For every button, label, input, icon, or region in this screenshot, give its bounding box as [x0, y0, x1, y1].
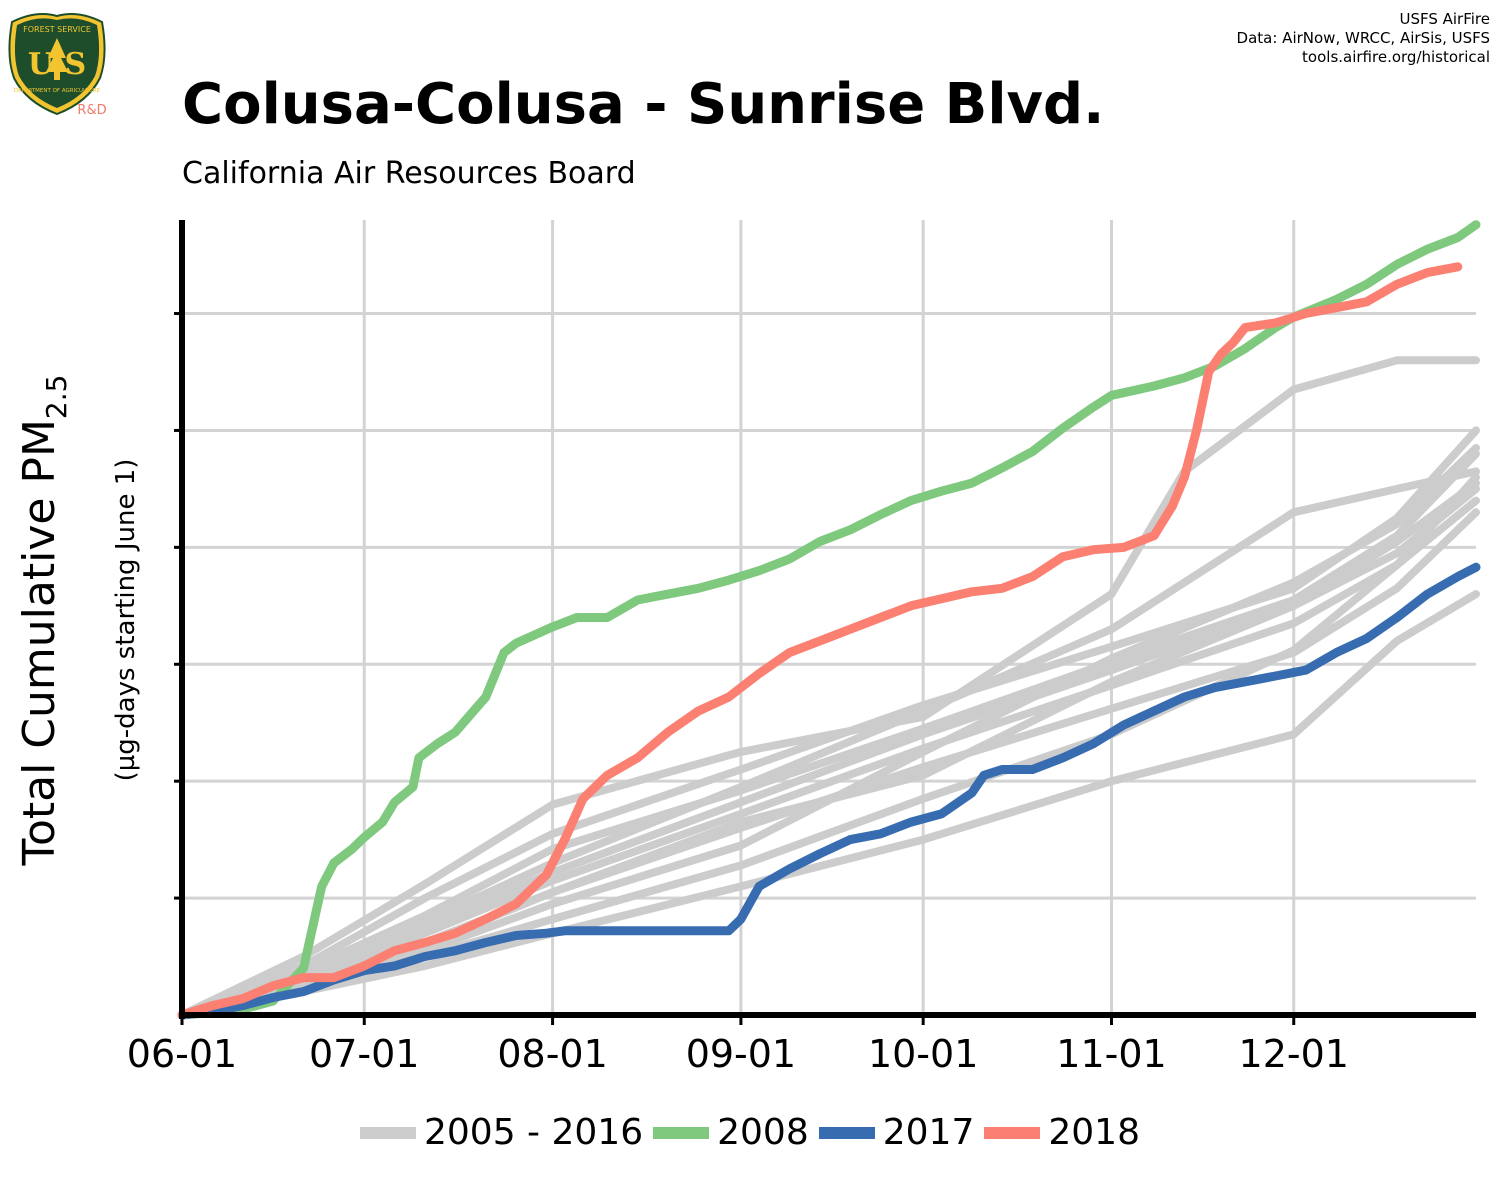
y-axis-label-main: Total Cumulative PM — [14, 419, 65, 866]
y-axis-label: Total Cumulative PM2.5 — [14, 375, 73, 867]
legend-swatch — [818, 1126, 875, 1139]
logo-top-text: FOREST SERVICE — [23, 25, 91, 34]
axes: 06-01 07-01 08-01 09-01 10-01 11-01 12-01 — [127, 220, 1476, 1076]
legend-label: 2008 — [717, 1112, 809, 1153]
credit-line: USFS AirFire — [1399, 10, 1490, 28]
y-axis-units-label: (µg-days starting June 1) — [111, 459, 141, 782]
x-tick-label: 12-01 — [1239, 1032, 1349, 1076]
y-axis-labels: Total Cumulative PM2.5 (µg-days starting… — [14, 375, 141, 867]
series-line-2008 — [177, 220, 1481, 1020]
legend-label: 2017 — [882, 1112, 975, 1153]
logo-suffix: R&D — [77, 103, 106, 118]
series-line-background-year — [178, 496, 1480, 1019]
legend-swatch — [653, 1126, 710, 1139]
logo-tree-icon — [46, 38, 68, 80]
legend-item: 2017 — [818, 1112, 975, 1153]
series-line-background-year — [178, 590, 1480, 1019]
series-line-2018 — [177, 262, 1463, 1020]
credits-block: USFS AirFire Data: AirNow, WRCC, AirSis,… — [1237, 10, 1490, 67]
legend-label: 2018 — [1048, 1112, 1140, 1153]
x-tick-label: 09-01 — [686, 1032, 796, 1076]
series-lines — [177, 220, 1481, 1020]
logo-bottom-text: DEPARTMENT OF AGRICULTURE — [14, 88, 101, 94]
series-line-background-year — [178, 449, 1480, 1019]
x-tick-label: 07-01 — [309, 1032, 419, 1076]
legend-item: 2005 - 2016 — [360, 1112, 643, 1153]
legend-swatch — [984, 1126, 1041, 1139]
series-line-background-year — [178, 479, 1480, 1019]
x-tick-label: 11-01 — [1056, 1032, 1166, 1076]
chart-subtitle: California Air Resources Board — [182, 156, 636, 191]
series-line-background-year — [178, 356, 1480, 1019]
legend-swatch — [360, 1126, 416, 1139]
forest-service-logo: FOREST SERVICE U S DEPARTMENT OF AGRICUL… — [8, 13, 107, 118]
chart-title: Colusa-Colusa - Sunrise Blvd. — [182, 72, 1105, 137]
legend-item: 2018 — [984, 1112, 1140, 1153]
legend-label: 2005 - 2016 — [424, 1112, 644, 1153]
series-line-2017 — [177, 562, 1481, 1020]
x-tick-label: 06-01 — [127, 1032, 237, 1076]
x-tick-label: 08-01 — [497, 1032, 607, 1076]
legend: 2005 - 2016 2008 2017 2018 — [0, 1112, 1500, 1153]
grid-lines — [182, 220, 1476, 1015]
credit-line: Data: AirNow, WRCC, AirSis, USFS — [1236, 29, 1490, 47]
y-axis-label-subscript: 2.5 — [40, 375, 73, 420]
x-tick-label: 10-01 — [868, 1032, 978, 1076]
credit-line: tools.airfire.org/historical — [1302, 48, 1490, 66]
legend-item: 2008 — [653, 1112, 809, 1153]
